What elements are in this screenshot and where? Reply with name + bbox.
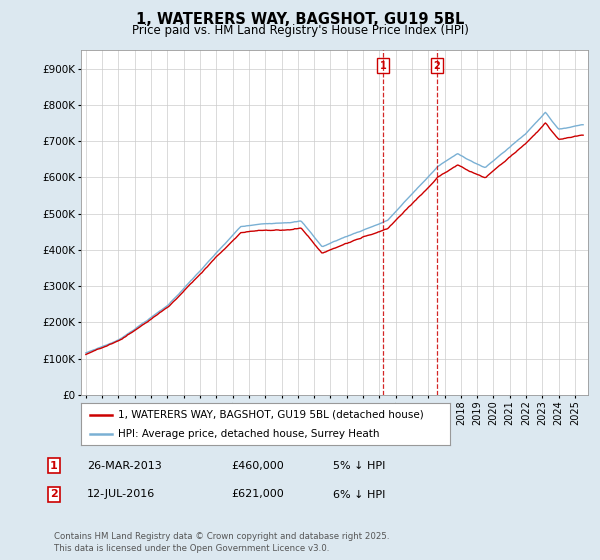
Text: 1: 1 xyxy=(380,60,386,71)
Text: Contains HM Land Registry data © Crown copyright and database right 2025.
This d: Contains HM Land Registry data © Crown c… xyxy=(54,532,389,553)
Text: 5% ↓ HPI: 5% ↓ HPI xyxy=(333,461,385,471)
Text: £460,000: £460,000 xyxy=(231,461,284,471)
Text: 1, WATERERS WAY, BAGSHOT, GU19 5BL (detached house): 1, WATERERS WAY, BAGSHOT, GU19 5BL (deta… xyxy=(118,409,424,419)
Text: 26-MAR-2013: 26-MAR-2013 xyxy=(87,461,162,471)
Text: Price paid vs. HM Land Registry's House Price Index (HPI): Price paid vs. HM Land Registry's House … xyxy=(131,24,469,36)
Text: 1, WATERERS WAY, BAGSHOT, GU19 5BL: 1, WATERERS WAY, BAGSHOT, GU19 5BL xyxy=(136,12,464,27)
Text: 6% ↓ HPI: 6% ↓ HPI xyxy=(333,489,385,500)
Text: 2: 2 xyxy=(50,489,58,500)
Text: 12-JUL-2016: 12-JUL-2016 xyxy=(87,489,155,500)
Text: HPI: Average price, detached house, Surrey Heath: HPI: Average price, detached house, Surr… xyxy=(118,429,379,439)
Text: 1: 1 xyxy=(50,461,58,471)
Text: 2: 2 xyxy=(434,60,440,71)
Text: £621,000: £621,000 xyxy=(231,489,284,500)
